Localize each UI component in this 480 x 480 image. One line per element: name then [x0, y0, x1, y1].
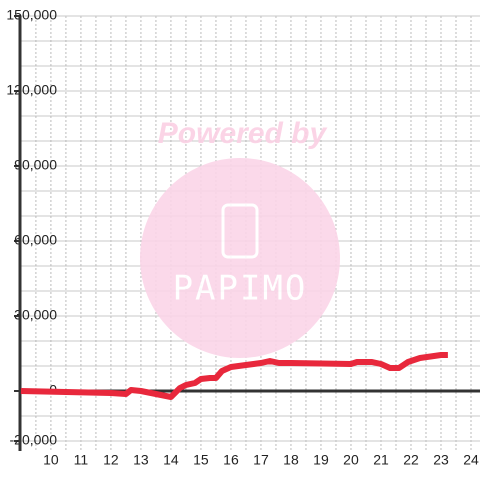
y-tick-label: -20,000 — [10, 432, 58, 448]
x-tick-label: 10 — [43, 452, 59, 468]
x-tick-label: 19 — [313, 452, 329, 468]
x-tick-label: 14 — [163, 452, 179, 468]
x-tick-label: 21 — [373, 452, 389, 468]
y-tick-label: 30,000 — [14, 307, 57, 323]
y-tick-label: 150,000 — [6, 7, 57, 23]
watermark-text: Powered by — [158, 117, 328, 150]
data-line — [20, 352, 448, 400]
x-tick-label: 22 — [403, 452, 419, 468]
x-tick-label: 15 — [193, 452, 209, 468]
y-tick-label: 60,000 — [14, 232, 57, 248]
y-tick-label: 90,000 — [14, 157, 57, 173]
x-tick-label: 13 — [133, 452, 149, 468]
y-tick-label: 120,000 — [6, 82, 57, 98]
x-tick-label: 17 — [253, 452, 269, 468]
watermark: Powered by PAPIMO — [140, 117, 340, 358]
watermark-logo: PAPIMO — [173, 269, 308, 309]
x-tick-label: 18 — [283, 452, 299, 468]
x-tick-label: 23 — [433, 452, 449, 468]
x-tick-label: 12 — [103, 452, 119, 468]
x-tick-label: 20 — [343, 452, 359, 468]
x-tick-label: 11 — [74, 452, 89, 468]
x-tick-label: 24 — [463, 452, 479, 468]
x-tick-label: 16 — [223, 452, 239, 468]
